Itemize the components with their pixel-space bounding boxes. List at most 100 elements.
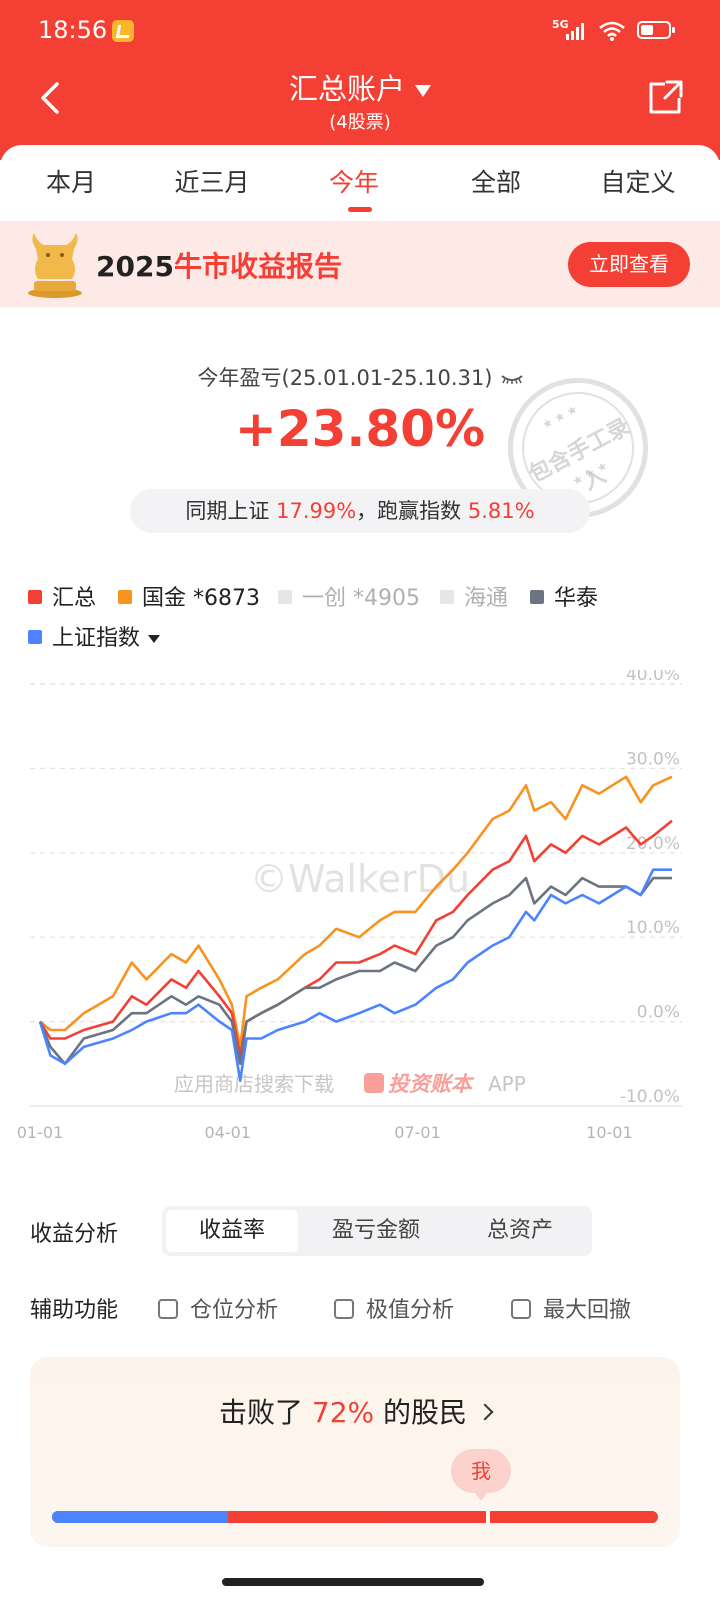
wifi-icon	[599, 21, 625, 41]
banner-title: 2025牛市收益报告	[96, 245, 342, 285]
analysis-segmented-control: 收益率 盈亏金额 总资产	[162, 1206, 592, 1256]
returns-line-chart[interactable]: 40.0% 30.0% 20.0% 10.0% 0.0% -10.0% 01-01 04-01…	[0, 670, 720, 1170]
tab-this-year[interactable]: 今年	[328, 168, 379, 197]
seg-pnl-amount[interactable]: 盈亏金额	[331, 1218, 420, 1243]
beat-suffix: 的股民	[383, 1396, 468, 1429]
seg-return-rate[interactable]: 收益率	[166, 1210, 298, 1252]
percentile-bar-blue	[52, 1511, 228, 1523]
banner-title-red: 牛市收益报告	[173, 250, 342, 283]
legend-label: 华泰	[554, 586, 599, 611]
series-line	[38, 876, 672, 1066]
y-tick-label: 20.0%	[626, 834, 680, 854]
tab-three-months[interactable]: 近三月	[174, 168, 250, 197]
dropdown-caret-icon	[415, 85, 431, 97]
status-bar: 18:56 5G	[0, 0, 720, 60]
me-marker: 我	[451, 1449, 511, 1501]
legend-label: 上证指数	[52, 626, 141, 651]
compare-index-label: 同期上证	[185, 499, 270, 523]
tab-custom[interactable]: 自定义	[600, 168, 676, 197]
checkbox-icon	[158, 1299, 178, 1319]
beat-investors-text: 击败了 72% 的股民	[30, 1391, 680, 1431]
compare-index-value: 17.99%	[276, 499, 357, 523]
checkbox-icon	[334, 1299, 354, 1319]
chevron-right-icon	[476, 1403, 494, 1421]
y-tick-label: 30.0%	[626, 749, 680, 769]
period-pnl-label: 今年盈亏(25.01.01-25.10.31)	[0, 362, 720, 392]
tab-all[interactable]: 全部	[470, 168, 521, 197]
percentile-bar	[52, 1511, 658, 1523]
promo-suffix: APP	[488, 1072, 526, 1096]
golden-bull-icon	[28, 233, 82, 298]
legend-label: 汇总	[52, 586, 97, 611]
seg-total-assets[interactable]: 总资产	[486, 1218, 553, 1243]
analysis-label: 收益分析	[30, 1222, 119, 1247]
legend-item-guojin[interactable]: 国金 *6873	[118, 580, 260, 612]
checkbox-max-drawdown[interactable]: 最大回撤	[511, 1292, 631, 1324]
eye-hidden-icon[interactable]	[500, 374, 523, 384]
checkbox-label: 仓位分析	[190, 1298, 279, 1323]
beat-investors-card[interactable]: 击败了 72% 的股民 我	[30, 1357, 680, 1547]
network-type: 5G	[552, 18, 569, 31]
legend-item-yichuang[interactable]: 一创 *4905	[278, 580, 420, 612]
series-line	[38, 868, 672, 1083]
status-time: 18:56	[38, 16, 108, 44]
tab-active-indicator	[348, 207, 372, 212]
signal-icon	[566, 23, 584, 40]
checkbox-position-analysis[interactable]: 仓位分析	[158, 1292, 278, 1324]
promo-logo-icon	[364, 1073, 384, 1093]
benchmark-compare: 同期上证 17.99%，跑赢指数 5.81%	[130, 489, 590, 533]
checkbox-icon	[511, 1299, 531, 1319]
legend-swatch	[118, 590, 132, 604]
chart-watermark: ©WalkerDu	[250, 857, 470, 901]
page-subtitle: (4股票)	[329, 112, 391, 133]
legend-swatch	[28, 590, 42, 604]
y-tick-label: -10.0%	[620, 1087, 680, 1107]
promo-prefix: 应用商店搜索下载	[174, 1072, 334, 1096]
notification-icon	[112, 20, 134, 42]
compare-excess-value: 5.81%	[467, 499, 535, 523]
beat-prefix: 击败了	[218, 1396, 303, 1429]
compare-excess-label: ，跑赢指数	[356, 499, 462, 523]
promo-brand: 投资账本	[388, 1072, 475, 1096]
checkbox-label: 最大回撤	[543, 1298, 632, 1323]
legend-swatch	[440, 590, 454, 604]
legend-item-haitong[interactable]: 海通	[440, 580, 508, 612]
series-line	[39, 775, 673, 1049]
aux-label: 辅助功能	[30, 1298, 119, 1323]
legend-label: 一创 *4905	[302, 586, 420, 611]
period-tabs: 本月 近三月 今年 全部 自定义	[0, 145, 720, 221]
tab-this-month[interactable]: 本月	[45, 168, 96, 197]
share-icon[interactable]	[645, 78, 685, 118]
view-report-button[interactable]: 立即查看	[568, 242, 690, 287]
x-tick-label: 01-01	[17, 1123, 64, 1142]
x-tick-label: 07-01	[394, 1123, 441, 1142]
legend-item-sse-index[interactable]: 上证指数	[28, 620, 161, 652]
account-selector[interactable]: 汇总账户	[0, 66, 720, 108]
legend-swatch	[28, 630, 42, 644]
period-return-value: +23.80%	[234, 400, 486, 458]
y-tick-label: 40.0%	[626, 670, 680, 685]
checkbox-extreme-analysis[interactable]: 极值分析	[334, 1292, 454, 1324]
back-arrow-icon[interactable]	[30, 78, 70, 118]
x-tick-label: 04-01	[204, 1123, 251, 1142]
page-title: 汇总账户	[288, 72, 405, 106]
report-banner[interactable]: 2025牛市收益报告 立即查看	[0, 221, 720, 307]
battery-icon	[637, 21, 675, 39]
home-indicator[interactable]	[222, 1578, 484, 1586]
chevron-down-icon	[148, 635, 161, 643]
y-tick-label: 10.0%	[626, 918, 680, 938]
header-bar: 18:56 5G 汇总账户 (4股票)	[0, 0, 720, 160]
percentile-marker	[486, 1511, 491, 1523]
legend-label: 海通	[464, 586, 509, 611]
y-tick-label: 0.0%	[637, 1003, 680, 1023]
series-line	[38, 819, 673, 1057]
legend-item-total[interactable]: 汇总	[28, 580, 96, 612]
period-pnl-label-text: 今年盈亏(25.01.01-25.10.31)	[197, 366, 493, 390]
x-tick-label: 10-01	[586, 1123, 633, 1142]
banner-year: 2025	[96, 250, 174, 283]
checkbox-label: 极值分析	[366, 1298, 455, 1323]
legend-swatch	[530, 590, 544, 604]
legend-item-huatai[interactable]: 华泰	[530, 580, 598, 612]
beat-percent: 72%	[311, 1396, 375, 1429]
legend-label: 国金 *6873	[142, 586, 260, 611]
